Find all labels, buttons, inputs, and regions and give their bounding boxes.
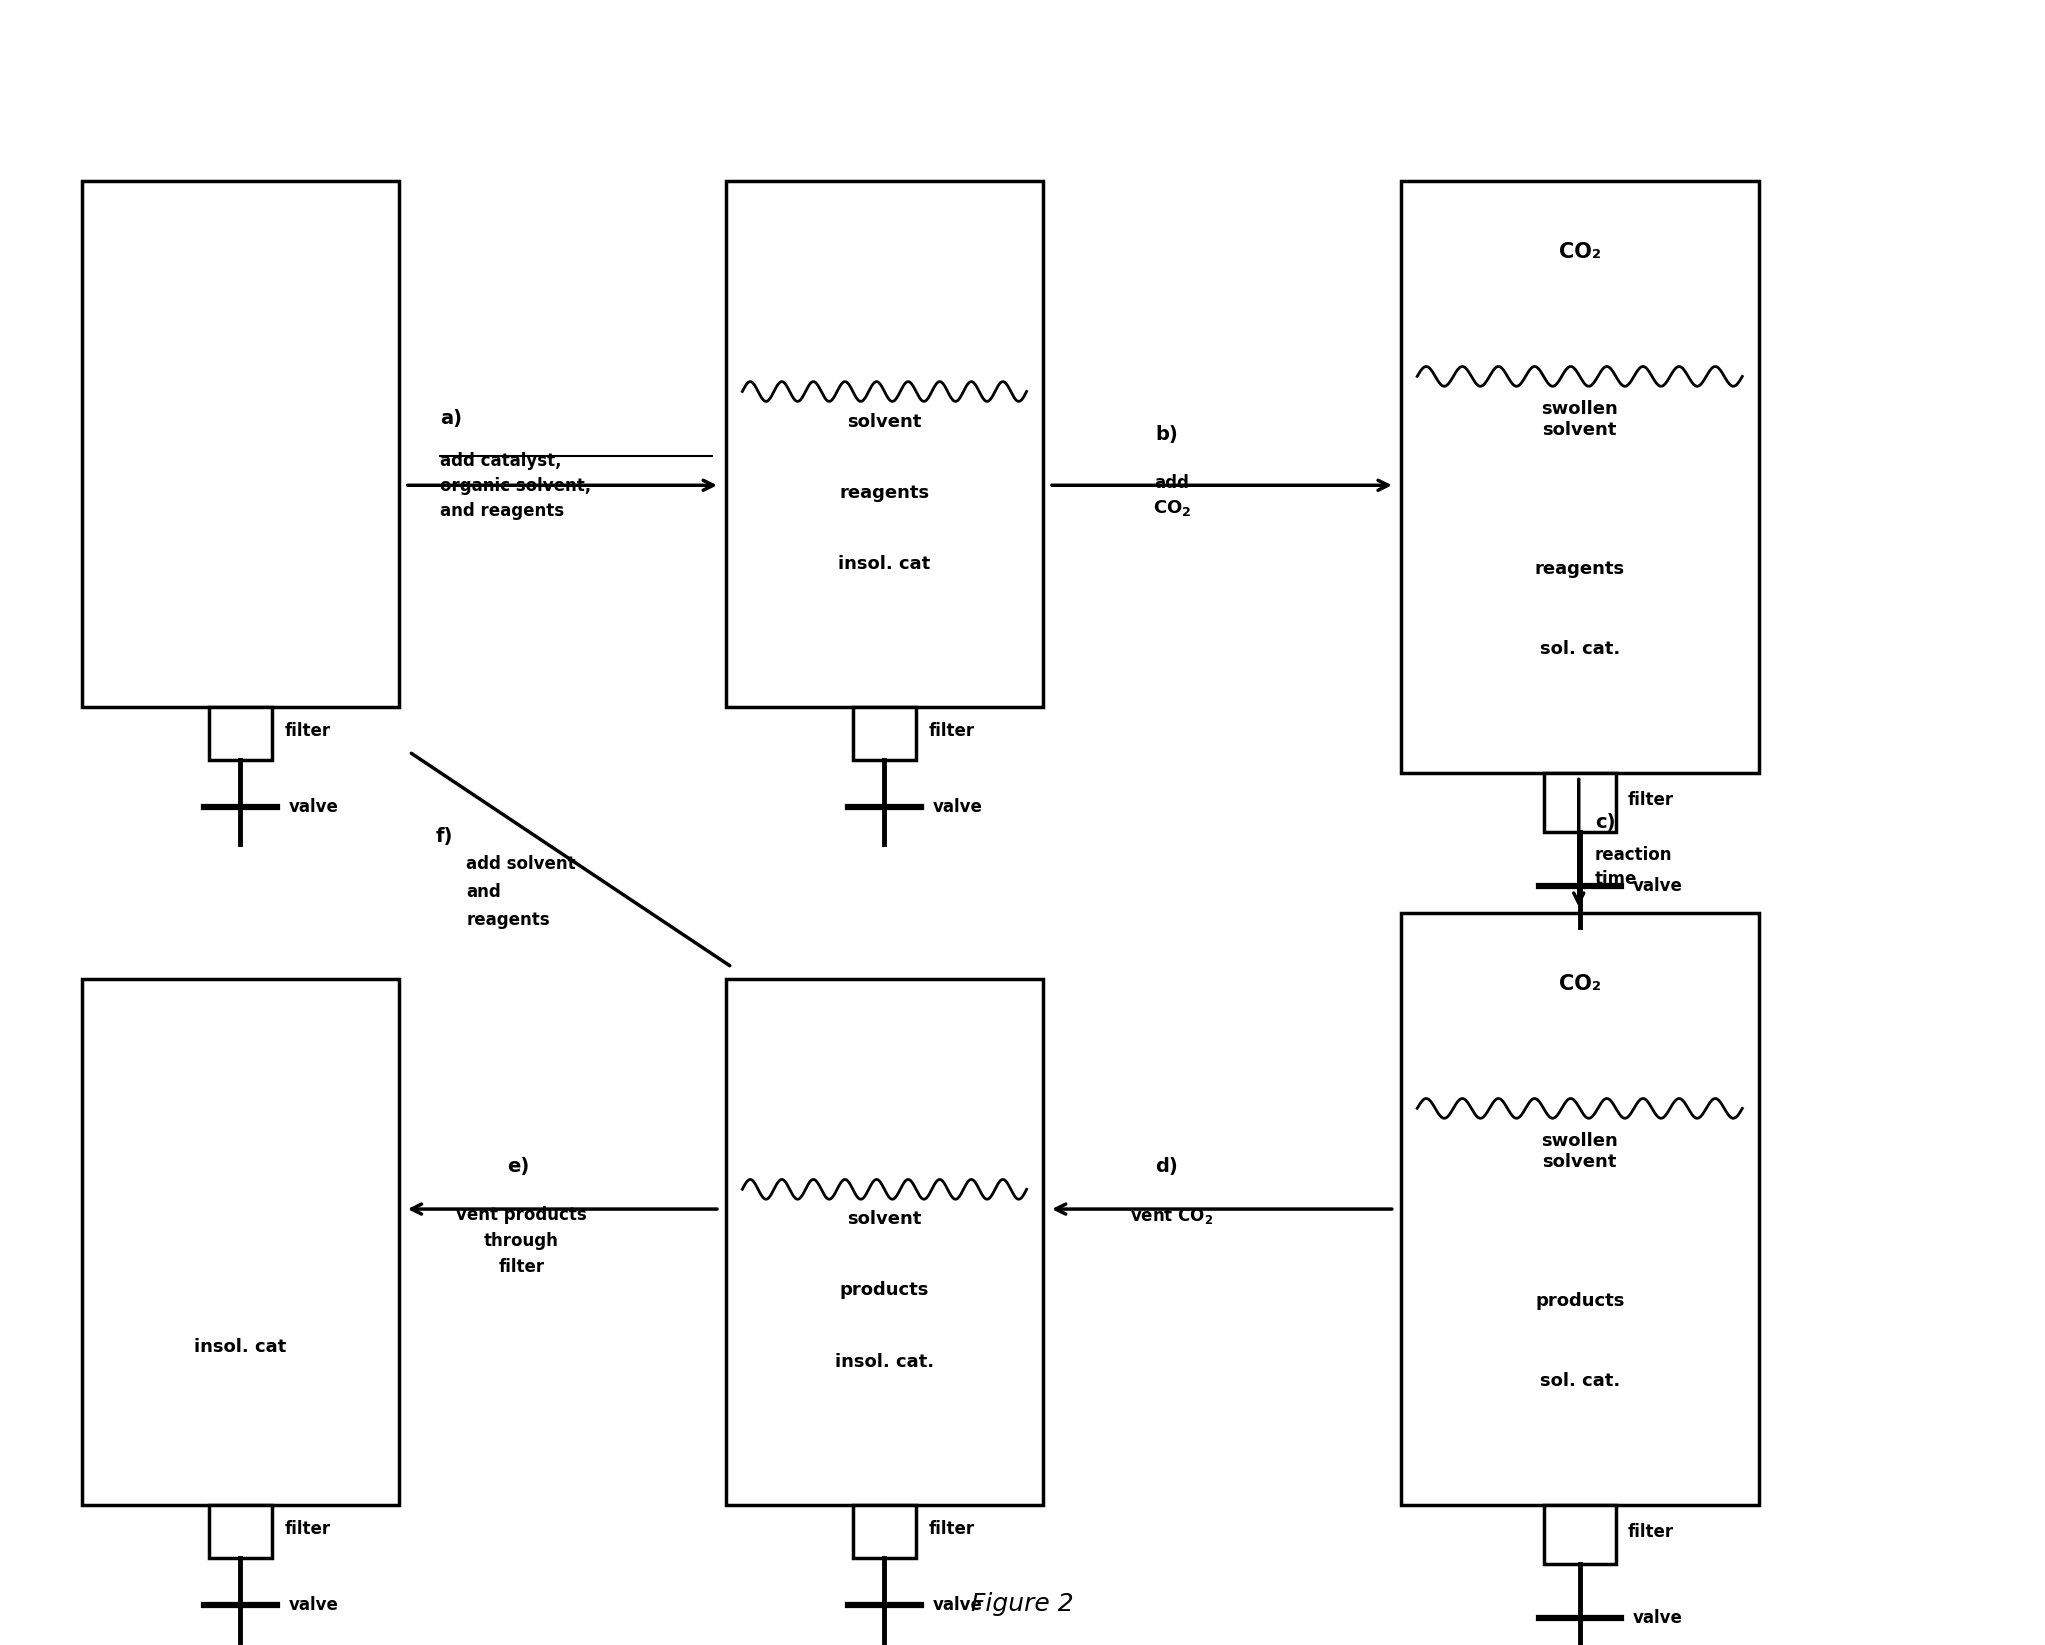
Text: insol. cat.: insol. cat. xyxy=(834,1352,935,1370)
Text: and reagents: and reagents xyxy=(440,502,564,520)
Text: $\mathbf{CO_2}$: $\mathbf{CO_2}$ xyxy=(1153,498,1190,518)
Text: e): e) xyxy=(507,1156,530,1176)
Text: products: products xyxy=(840,1281,928,1300)
Bar xyxy=(1401,181,1759,773)
Bar xyxy=(82,181,399,707)
Text: filter: filter xyxy=(928,722,975,740)
Text: CO₂: CO₂ xyxy=(1558,242,1601,262)
Text: add solvent: add solvent xyxy=(466,855,577,873)
Text: Figure 2: Figure 2 xyxy=(971,1592,1074,1615)
Text: f): f) xyxy=(436,827,452,847)
Text: add catalyst,: add catalyst, xyxy=(440,452,560,470)
Text: insol. cat: insol. cat xyxy=(838,554,930,572)
Text: organic solvent,: organic solvent, xyxy=(440,477,591,495)
Text: a): a) xyxy=(440,408,462,428)
Text: reagents: reagents xyxy=(838,484,930,502)
Text: filter: filter xyxy=(928,1520,975,1538)
Text: c): c) xyxy=(1595,813,1616,832)
Bar xyxy=(726,181,1043,707)
Text: time: time xyxy=(1595,870,1638,888)
Text: b): b) xyxy=(1155,424,1178,444)
Text: valve: valve xyxy=(288,798,339,816)
Text: swollen
solvent: swollen solvent xyxy=(1542,400,1618,439)
Text: solvent: solvent xyxy=(847,413,922,431)
Text: valve: valve xyxy=(1634,877,1683,895)
Bar xyxy=(853,1505,916,1558)
Text: filter: filter xyxy=(1628,1523,1675,1541)
Text: through: through xyxy=(485,1232,558,1250)
Text: add: add xyxy=(1153,474,1190,492)
Text: sol. cat.: sol. cat. xyxy=(1540,1372,1620,1390)
Text: vent products: vent products xyxy=(456,1206,587,1224)
Text: CO₂: CO₂ xyxy=(1558,974,1601,994)
Text: valve: valve xyxy=(933,798,984,816)
Bar xyxy=(209,1505,272,1558)
Bar xyxy=(209,707,272,760)
Bar xyxy=(853,707,916,760)
Text: insol. cat: insol. cat xyxy=(194,1339,286,1355)
Text: filter: filter xyxy=(1628,791,1675,809)
Text: filter: filter xyxy=(499,1258,544,1277)
Text: solvent: solvent xyxy=(847,1211,922,1229)
Text: filter: filter xyxy=(284,722,331,740)
Text: reagents: reagents xyxy=(466,911,550,929)
Text: filter: filter xyxy=(284,1520,331,1538)
Bar xyxy=(1401,913,1759,1505)
Text: products: products xyxy=(1536,1291,1624,1309)
Text: swollen
solvent: swollen solvent xyxy=(1542,1132,1618,1171)
Text: and: and xyxy=(466,883,501,901)
Bar xyxy=(1544,1505,1616,1564)
Bar xyxy=(1544,773,1616,832)
Text: reagents: reagents xyxy=(1534,559,1626,577)
Text: valve: valve xyxy=(1634,1609,1683,1627)
Text: sol. cat.: sol. cat. xyxy=(1540,640,1620,658)
Text: reaction: reaction xyxy=(1595,846,1673,864)
Text: vent $\mathbf{CO_2}$: vent $\mathbf{CO_2}$ xyxy=(1131,1206,1213,1226)
Text: valve: valve xyxy=(288,1596,339,1614)
Text: d): d) xyxy=(1155,1156,1178,1176)
Bar xyxy=(726,979,1043,1505)
Bar xyxy=(82,979,399,1505)
Text: valve: valve xyxy=(933,1596,984,1614)
